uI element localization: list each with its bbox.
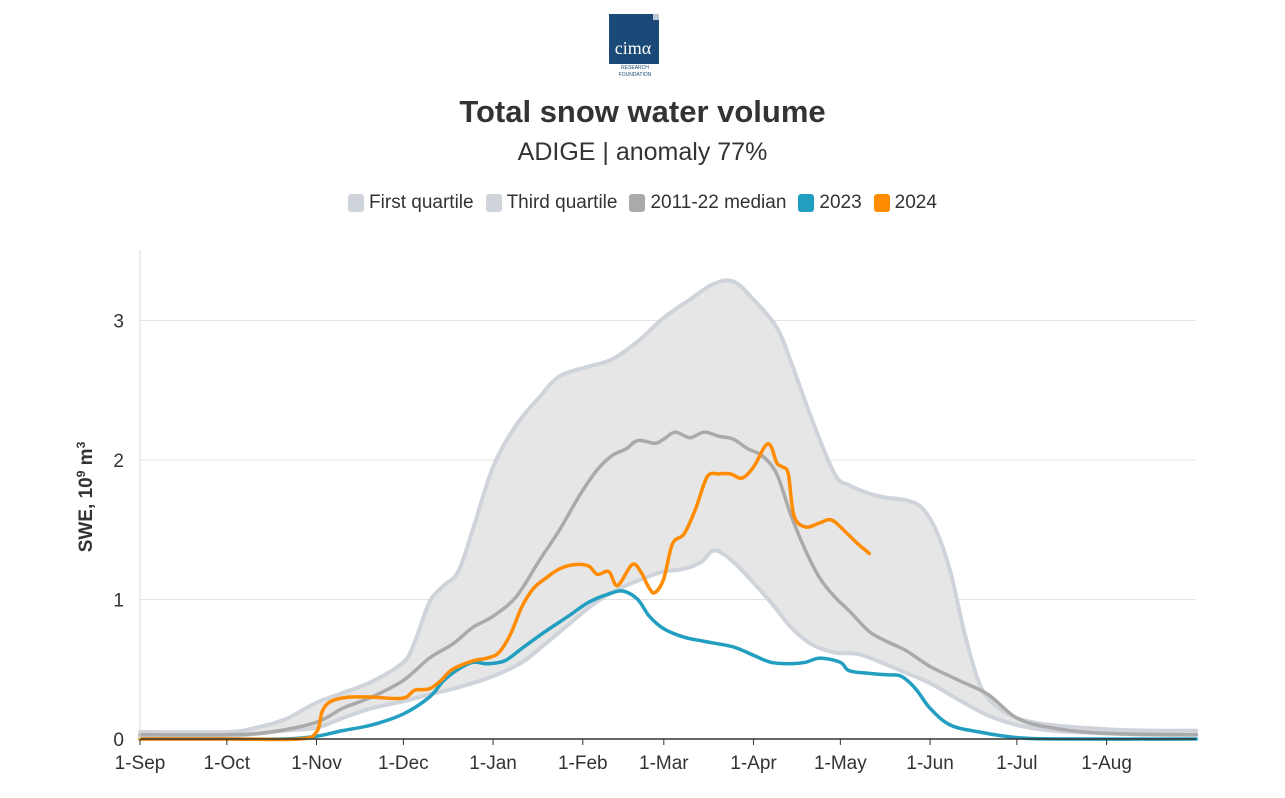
- y-axis-label-base: SWE, 10: [76, 477, 97, 552]
- x-tick-label-9: 1-Jun: [906, 753, 954, 774]
- legend-item-2023[interactable]: 2023: [798, 192, 862, 214]
- x-tick-label-7: 1-Apr: [730, 753, 777, 774]
- legend-item-2024[interactable]: 2024: [873, 192, 937, 214]
- x-tick-label-4: 1-Jan: [469, 753, 517, 774]
- series-line-2011-22-median: [138, 430, 1199, 737]
- quartile-band: [140, 280, 1197, 737]
- series-layer: [138, 278, 1199, 742]
- logo-subtext-2: FOUNDATION: [619, 72, 652, 78]
- chart-subtitle: ADIGE | anomaly 77%: [517, 138, 768, 166]
- legend-item-first-quartile[interactable]: First quartile: [348, 192, 474, 214]
- legend-swatch-third-quartile: [485, 194, 502, 212]
- legend-swatch-2023: [798, 194, 815, 212]
- x-tick-label-1: 1-Oct: [204, 753, 251, 774]
- legend-swatch-first-quartile: [348, 194, 365, 212]
- x-tick-label-2: 1-Nov: [291, 753, 342, 774]
- series-line-third-quartile: [138, 278, 1199, 735]
- x-tick-label-5: 1-Feb: [558, 753, 608, 774]
- y-tick-label-2: 2: [113, 451, 124, 472]
- x-tick-label-11: 1-Aug: [1081, 753, 1132, 774]
- logo-text: cimα: [615, 38, 652, 58]
- series-line-2024: [138, 442, 872, 742]
- y-tick-label-0: 0: [113, 730, 124, 751]
- x-tick-label-10: 1-Jul: [996, 753, 1037, 774]
- y-axis-label: SWE, 109 m3: [74, 441, 97, 552]
- y-axis-label-unit: m: [76, 448, 97, 470]
- x-axis-ticks: 1-Sep 1-Oct 1-Nov 1-Dec 1-Jan 1-Feb 1-Mar 1-Apr…: [115, 739, 1132, 774]
- x-tick-label-8: 1-May: [814, 753, 867, 774]
- legend-item-median[interactable]: 2011-22 median: [629, 192, 786, 214]
- cima-logo: cimα RESEARCH FOUNDATION: [609, 14, 659, 78]
- series-line-first-quartile: [138, 548, 1199, 739]
- legend-swatch-median: [629, 194, 646, 212]
- logo-subtext-1: RESEARCH: [621, 65, 649, 71]
- chart-title: Total snow water volume: [459, 94, 826, 129]
- x-tick-label-0: 1-Sep: [115, 753, 166, 774]
- y-tick-label-1: 1: [113, 591, 124, 612]
- legend-label-first-quartile: First quartile: [369, 192, 474, 213]
- y-axis-label-exp: 9: [74, 470, 88, 477]
- legend-swatch-2024: [873, 194, 890, 212]
- chart-legend: First quartile Third quartile 2011-22 me…: [0, 192, 1285, 214]
- y-axis-ticks: 0 1 2 3: [113, 312, 124, 752]
- legend-label-median: 2011-22 median: [650, 192, 787, 213]
- y-tick-label-3: 3: [113, 312, 124, 333]
- legend-label-2023: 2023: [819, 192, 862, 213]
- y-axis-label-unit-exp: 3: [74, 441, 88, 448]
- x-tick-label-6: 1-Mar: [639, 753, 689, 774]
- legend-label-third-quartile: Third quartile: [506, 192, 618, 213]
- x-tick-label-3: 1-Dec: [378, 753, 429, 774]
- legend-item-third-quartile[interactable]: Third quartile: [485, 192, 618, 214]
- series-line-2023: [138, 589, 1199, 741]
- legend-label-2024: 2024: [894, 192, 937, 213]
